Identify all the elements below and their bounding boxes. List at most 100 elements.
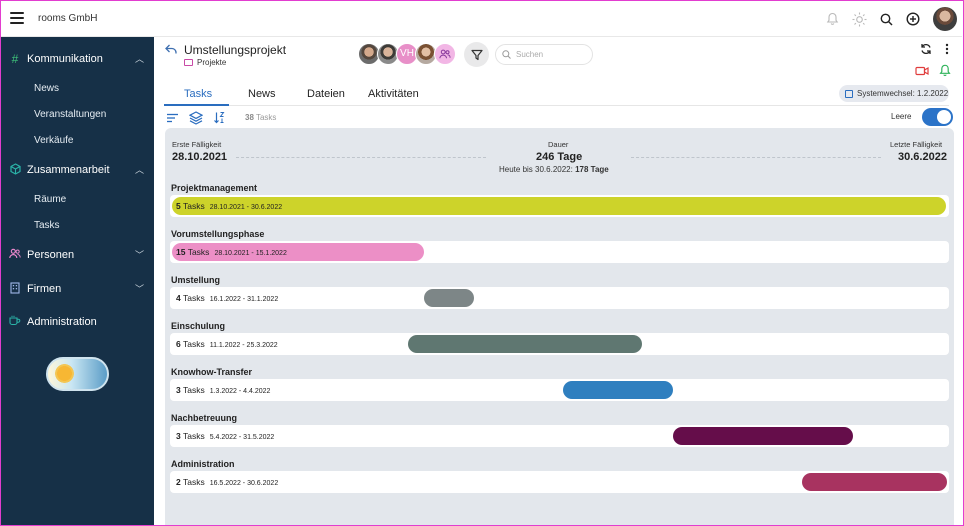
- sidebar-group-label: Kommunikation: [27, 53, 103, 65]
- sidebar-group-label: Firmen: [27, 283, 62, 295]
- phase-bar[interactable]: [563, 381, 673, 399]
- phase-bar-label: 5 Tasks 28.10.2021 - 30.6.2022: [176, 201, 283, 211]
- last-due-date: 30.6.2022: [898, 151, 947, 163]
- chevron-up-icon: ︿: [135, 165, 145, 175]
- phase-title: Administration: [171, 459, 235, 469]
- sidebar-group-label: Personen: [27, 249, 75, 261]
- theme-toggle[interactable]: [46, 357, 109, 391]
- phase-title: Einschulung: [171, 321, 225, 331]
- empty-toggle[interactable]: [922, 108, 953, 126]
- sidebar-item-raeume[interactable]: Räume: [34, 194, 67, 205]
- filter-button[interactable]: [464, 42, 489, 67]
- today-label: Heute bis 30.6.2022:: [499, 165, 573, 174]
- top-bar: rooms GmbH: [1, 1, 962, 37]
- sidebar-item-verkaeufe[interactable]: Verkäufe: [34, 135, 74, 146]
- bell-icon[interactable]: [823, 10, 841, 28]
- sun-icon: [55, 364, 74, 383]
- phase-bar-label: 4 Tasks 16.1.2022 - 31.1.2022: [176, 293, 279, 303]
- sidebar-group-firmen[interactable]: Firmen ﹀: [1, 277, 154, 301]
- sidebar: # Kommunikation ︿ News Veranstaltungen V…: [1, 37, 154, 525]
- coffee-cup-icon: [9, 315, 21, 329]
- refresh-icon[interactable]: [919, 42, 933, 56]
- phase-bar-label: 3 Tasks 1.3.2022 - 4.4.2022: [176, 385, 271, 395]
- add-circle-icon[interactable]: [904, 10, 922, 28]
- group-icon[interactable]: [434, 43, 456, 65]
- phase-bar[interactable]: [408, 335, 642, 353]
- filter-icon: [470, 49, 483, 60]
- tab-news[interactable]: News: [248, 88, 276, 100]
- toggle-knob: [937, 110, 951, 124]
- menu-icon[interactable]: [10, 12, 24, 24]
- first-due-date: 28.10.2021: [172, 151, 228, 163]
- phase-row[interactable]: 2 Tasks 16.5.2022 - 30.6.2022: [170, 471, 949, 493]
- duration-label: Dauer: [548, 140, 569, 149]
- page-title: Umstellungsprojekt: [184, 43, 287, 57]
- layers-icon[interactable]: [188, 111, 204, 125]
- cube-icon: [9, 163, 21, 177]
- duration-line-left: [236, 157, 486, 158]
- sidebar-group-zusammenarbeit[interactable]: Zusammenarbeit ︿: [1, 158, 154, 182]
- breadcrumb[interactable]: Projekte: [184, 58, 226, 67]
- tab-tasks[interactable]: Tasks: [184, 88, 213, 100]
- video-camera-icon[interactable]: [915, 64, 929, 78]
- phase-title: Umstellung: [171, 275, 221, 285]
- sort-icon[interactable]: [213, 111, 227, 125]
- folder-icon: [184, 59, 193, 66]
- first-due-label: Erste Fälligkeit: [172, 140, 222, 149]
- sidebar-item-veranstaltungen[interactable]: Veranstaltungen: [34, 109, 107, 120]
- sidebar-group-label: Administration: [27, 316, 97, 328]
- search-icon[interactable]: [877, 10, 895, 28]
- active-tab-indicator: [164, 104, 229, 106]
- duration-value: 246 Tage: [536, 151, 583, 163]
- breadcrumb-label: Projekte: [197, 58, 227, 67]
- building-icon: [9, 282, 21, 296]
- back-arrow-icon[interactable]: [165, 43, 177, 58]
- phase-row[interactable]: 3 Tasks 5.4.2022 - 31.5.2022: [170, 425, 949, 447]
- sidebar-item-news[interactable]: News: [34, 83, 60, 94]
- search-input[interactable]: [516, 50, 586, 59]
- phase-row[interactable]: 6 Tasks 11.1.2022 - 25.3.2022: [170, 333, 949, 355]
- sidebar-group-kommunikation[interactable]: # Kommunikation ︿: [1, 47, 154, 71]
- phase-bar[interactable]: [802, 473, 947, 491]
- phase-bar-label: 3 Tasks 5.4.2022 - 31.5.2022: [176, 431, 275, 441]
- sidebar-item-tasks[interactable]: Tasks: [34, 220, 60, 231]
- task-count: 38 Tasks: [245, 113, 276, 122]
- duration-line-right: [631, 157, 881, 158]
- user-avatar[interactable]: [933, 7, 957, 31]
- today-summary: Heute bis 30.6.2022: 178 Tage: [499, 165, 609, 174]
- chevron-down-icon: ﹀: [135, 284, 145, 294]
- sidebar-group-personen[interactable]: Personen ﹀: [1, 243, 154, 267]
- empty-toggle-label: Leere: [891, 112, 912, 121]
- chevron-down-icon: ﹀: [135, 250, 145, 260]
- top-actions: [823, 7, 962, 31]
- member-avatars[interactable]: VH: [358, 43, 456, 65]
- task-count-suffix: Tasks: [255, 113, 277, 122]
- phase-bar[interactable]: [424, 289, 474, 307]
- phase-title: Vorumstellungsphase: [171, 229, 265, 239]
- more-vertical-icon[interactable]: [940, 42, 954, 56]
- last-due-label: Letzte Fälligkeit: [890, 140, 943, 149]
- phase-row[interactable]: 5 Tasks 28.10.2021 - 30.6.2022: [170, 195, 949, 217]
- company-name: rooms GmbH: [38, 13, 98, 24]
- phase-bar[interactable]: [673, 427, 853, 445]
- phase-title: Nachbetreuung: [171, 413, 238, 423]
- search-box[interactable]: [495, 44, 593, 65]
- sun-icon[interactable]: [850, 10, 868, 28]
- tab-dateien[interactable]: Dateien: [307, 88, 345, 100]
- phase-row[interactable]: 15 Tasks 28.10.2021 - 15.1.2022: [170, 241, 949, 263]
- tab-aktivitaeten[interactable]: Aktivitäten: [368, 88, 419, 100]
- chevron-up-icon: ︿: [135, 54, 145, 64]
- list-view-icon[interactable]: [166, 111, 180, 125]
- phase-bar-label: 6 Tasks 11.1.2022 - 25.3.2022: [176, 339, 278, 349]
- phase-row[interactable]: 4 Tasks 16.1.2022 - 31.1.2022: [170, 287, 949, 309]
- sidebar-group-administration[interactable]: Administration: [1, 310, 154, 334]
- phase-bar[interactable]: [172, 197, 946, 215]
- phase-row[interactable]: 3 Tasks 1.3.2022 - 4.4.2022: [170, 379, 949, 401]
- bell-notification-icon[interactable]: [938, 63, 952, 77]
- phase-bar[interactable]: [172, 243, 424, 261]
- task-count-value: 38: [245, 113, 254, 122]
- system-change-badge[interactable]: Systemwechsel: 1.2.2022: [839, 85, 949, 102]
- phase-title: Knowhow-Transfer: [171, 367, 253, 377]
- hash-icon: #: [11, 52, 19, 66]
